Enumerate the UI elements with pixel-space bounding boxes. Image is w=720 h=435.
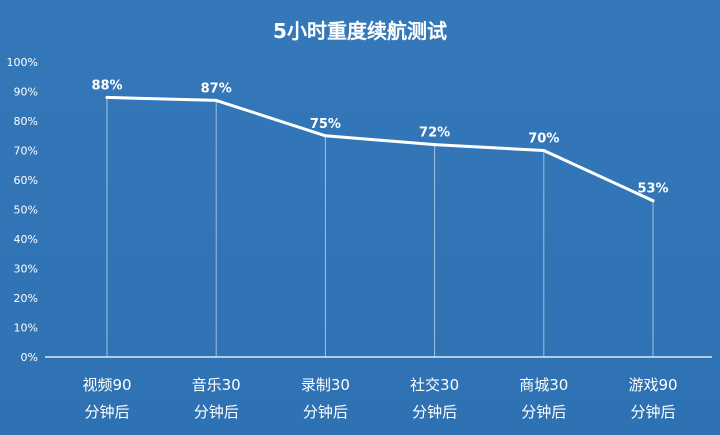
x-axis: 视频90 分钟后 音乐30 分钟后 录制30 分钟后 社交30 分钟后 商城30 分钟后 游戏90 分… xyxy=(45,356,712,421)
data-label: 75% xyxy=(310,117,341,132)
y-tick-label: 30% xyxy=(14,263,38,276)
x-tick-label: 音乐30 xyxy=(192,376,241,394)
y-tick-label: 10% xyxy=(14,322,38,335)
x-tick-label: 分钟后 xyxy=(630,403,675,421)
x-tick-label: 社交30 xyxy=(410,376,459,394)
y-tick-label: 90% xyxy=(14,86,38,99)
data-point xyxy=(214,98,218,102)
data-point xyxy=(542,149,546,152)
drop-lines xyxy=(106,97,654,357)
data-point xyxy=(105,95,109,99)
data-label: 72% xyxy=(419,126,450,141)
x-tick-label: 录制30 xyxy=(301,376,350,394)
x-tick-label: 分钟后 xyxy=(521,403,566,421)
y-tick-label: 50% xyxy=(14,204,38,217)
x-tick-label: 分钟后 xyxy=(412,403,457,421)
y-tick-label: 100% xyxy=(7,56,38,69)
data-point xyxy=(433,143,437,147)
x-tick-label: 视频90 xyxy=(82,376,131,394)
x-tick-label: 分钟后 xyxy=(84,403,129,421)
y-tick-label: 40% xyxy=(14,233,38,246)
data-label: 88% xyxy=(91,78,122,93)
x-tick-label: 分钟后 xyxy=(303,403,348,421)
data-label: 53% xyxy=(637,182,668,197)
data-label: 87% xyxy=(201,81,232,96)
x-tick-label: 游戏90 xyxy=(628,376,677,394)
data-label: 70% xyxy=(528,132,559,147)
y-axis: 0% 10% 20% 30% 40% 50% 60% 70% 80% 90% 100% xyxy=(7,56,38,364)
data-point xyxy=(651,199,655,203)
x-tick-label: 分钟后 xyxy=(194,403,239,421)
y-tick-label: 80% xyxy=(14,115,38,128)
series-line xyxy=(105,95,655,203)
series-line-group xyxy=(105,95,655,203)
y-tick-label: 20% xyxy=(14,292,38,305)
data-point xyxy=(323,134,327,138)
chart-title: 5小时重度续航测试 xyxy=(273,19,447,43)
data-labels: 88% 87% 75% 72% 70% 53% xyxy=(91,78,668,196)
y-tick-label: 0% xyxy=(21,351,38,364)
x-tick-label: 商城30 xyxy=(519,376,568,394)
y-tick-label: 70% xyxy=(14,145,38,158)
y-tick-label: 60% xyxy=(14,174,38,187)
